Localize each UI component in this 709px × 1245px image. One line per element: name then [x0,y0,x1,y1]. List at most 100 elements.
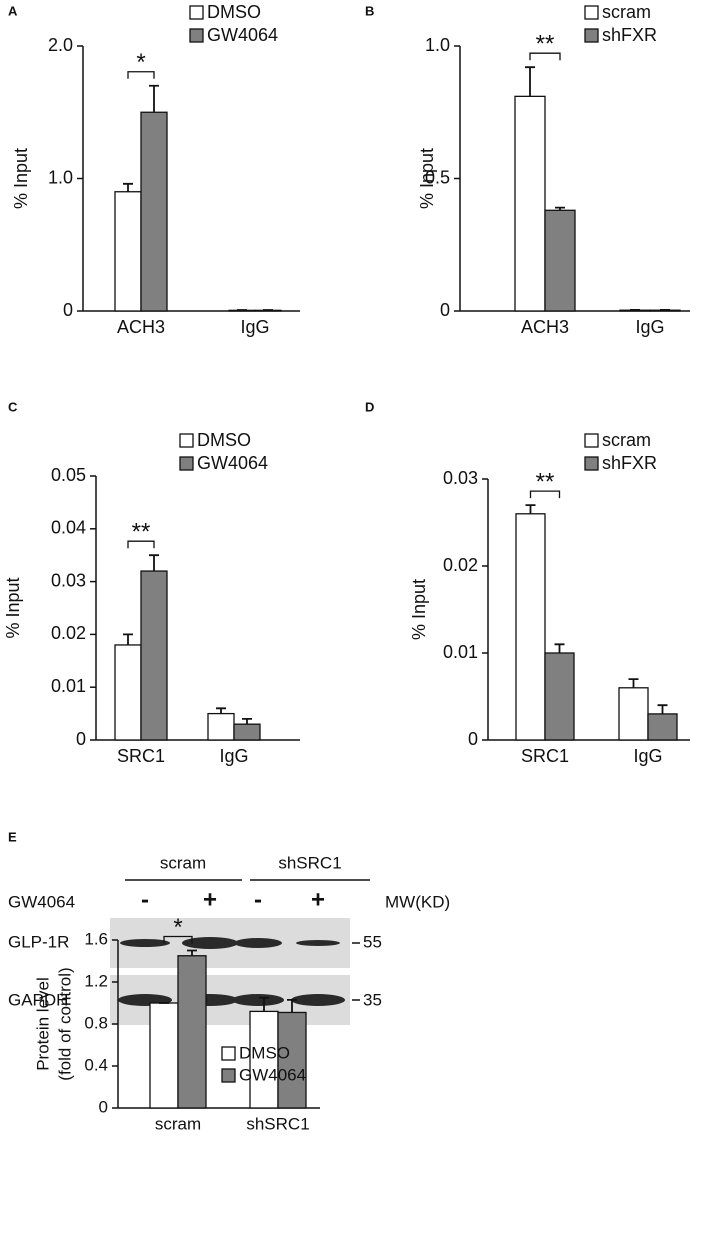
bar [233,723,261,741]
group-label: shSRC1 [278,853,341,872]
panel-letter: D [365,399,374,414]
y-axis-label: % Input [3,577,23,638]
blot-bands [118,937,345,1006]
error-bar [657,704,668,714]
bar [207,712,235,741]
significance-label: ** [536,468,555,495]
significance-label: * [173,914,182,941]
lane-sign: + [311,886,325,913]
panel-letter: B [365,3,374,18]
x-tick-label: shSRC1 [246,1114,309,1133]
bar [140,570,168,741]
significance-bracket [163,935,193,944]
legend-swatch [179,456,194,471]
y-tick-label: 0.04 [51,518,86,538]
y-tick-label: 0.4 [84,1055,108,1074]
bar [177,955,207,1109]
error-bar [525,66,535,97]
x-tick-label: IgG [635,317,664,337]
group-label: scram [160,853,206,872]
y-axis-label: % Input [409,579,429,640]
legend-swatch [584,456,599,471]
significance-bracket [127,540,155,549]
mw-header: MW(KD) [385,892,450,911]
significance-label: ** [536,31,555,58]
x-tick-label: SRC1 [117,746,165,766]
row-label: GLP-1R [8,932,69,951]
error-bar [555,206,565,211]
legend-swatch [179,433,194,448]
error-bar [123,182,133,192]
mw-label: 35 [363,990,382,1009]
legend-label: shFXR [602,25,657,45]
y-tick-label: 0 [99,1097,108,1116]
bar [514,95,546,312]
bar [618,687,649,741]
legend-label: GW4064 [239,1065,306,1084]
y-tick-label: 0.8 [84,1013,108,1032]
significance-bracket [127,71,155,79]
bar [140,111,168,312]
y-tick-label: 0 [440,300,450,320]
legend-swatch [584,28,599,43]
panel-letter: E [8,829,17,844]
bar [114,644,142,741]
legend-swatch [189,28,204,43]
legend-label: GW4064 [197,453,268,473]
bar [277,1011,307,1109]
significance-bracket [529,490,561,499]
bar [515,513,546,741]
y-tick-label: 0.03 [51,570,86,590]
legend-label: GW4064 [207,25,278,45]
significance-label: * [136,49,145,76]
x-tick-label: ACH3 [117,317,165,337]
x-tick-label: IgG [633,746,662,766]
error-bar [259,996,269,1012]
legend-swatch [189,5,204,20]
y-tick-label: 1.6 [84,929,108,948]
bar [114,191,142,312]
y-tick-label: 0.01 [443,642,478,662]
legend-swatch [584,433,599,448]
significance-label: ** [132,519,151,546]
error-bar [149,554,159,572]
error-bar [216,707,226,714]
legend-label: shFXR [602,453,657,473]
panel-letter: A [8,3,18,18]
x-tick-label: IgG [219,746,248,766]
error-bar [242,717,252,725]
bar [544,209,576,312]
error-bar [123,633,133,645]
error-bar [149,84,159,113]
lane-sign: - [141,886,149,913]
bar [544,652,575,741]
y-tick-label: 0.02 [51,623,86,643]
error-bar [525,504,536,514]
y-tick-label: 0 [468,729,478,749]
y-tick-label: 1.0 [48,167,73,187]
error-bar [187,949,197,956]
y-tick-label: 0.03 [443,468,478,488]
lane-sign: - [254,886,262,913]
y-tick-label: 1.0 [425,35,450,55]
row-label: GAPDH [8,990,68,1009]
legend-label: DMSO [197,430,251,450]
y-tick-label: 1.2 [84,971,108,990]
x-tick-label: SRC1 [521,746,569,766]
y-tick-label: 0.02 [443,555,478,575]
y-tick-label: 2.0 [48,35,73,55]
legend-label: scram [602,2,651,22]
x-tick-label: ACH3 [521,317,569,337]
panel-letter: C [8,399,18,414]
y-tick-label: 0 [76,729,86,749]
y-tick-label: 0.5 [425,167,450,187]
legend-swatch [221,1046,236,1061]
legend-label: scram [602,430,651,450]
legend-swatch [221,1068,236,1083]
treatment-label: GW4064 [8,892,75,911]
y-tick-label: 0.01 [51,676,86,696]
legend-label: DMSO [207,2,261,22]
y-axis-label: Protein level [33,977,52,1071]
y-axis-label: (fold of control) [55,967,74,1080]
